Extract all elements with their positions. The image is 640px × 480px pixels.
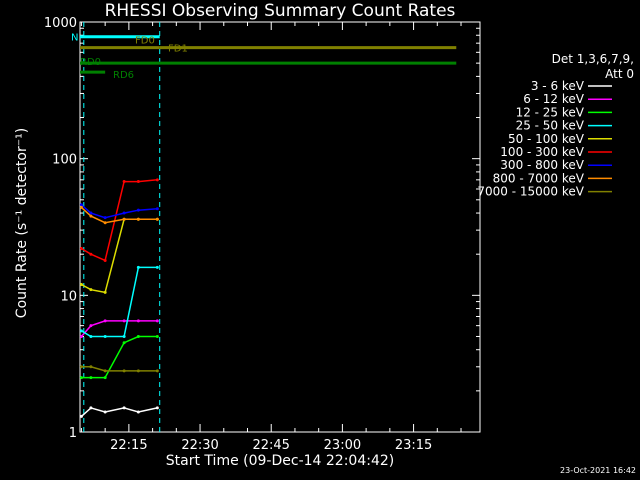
flag-label-rd0: RD0 bbox=[80, 57, 101, 68]
data-point bbox=[89, 365, 93, 369]
data-point bbox=[155, 265, 159, 269]
series-line-7 bbox=[80, 206, 158, 224]
data-point bbox=[89, 211, 93, 215]
data-point bbox=[122, 319, 126, 323]
series-line-4 bbox=[81, 218, 158, 294]
data-point bbox=[79, 414, 83, 418]
data-point bbox=[79, 376, 83, 380]
data-point bbox=[89, 214, 93, 218]
flag-label-rd6: RD6 bbox=[113, 70, 134, 81]
legend-label: 25 - 50 keV bbox=[516, 119, 585, 133]
legend-label: 300 - 800 keV bbox=[500, 158, 584, 172]
data-point bbox=[79, 365, 83, 369]
data-point bbox=[155, 207, 159, 211]
x-tick-label: 22:45 bbox=[252, 438, 289, 453]
data-point bbox=[136, 334, 140, 338]
data-point bbox=[122, 211, 126, 215]
data-point bbox=[103, 216, 107, 220]
data-point bbox=[103, 221, 107, 225]
data-point bbox=[136, 319, 140, 323]
data-point bbox=[103, 376, 107, 380]
series-line-1 bbox=[80, 320, 158, 337]
chart-title: RHESSI Observing Summary Count Rates bbox=[104, 1, 456, 21]
data-point bbox=[155, 406, 159, 410]
plot-frame bbox=[79, 21, 481, 433]
legend-label: 12 - 25 keV bbox=[516, 105, 585, 119]
data-point bbox=[89, 334, 93, 338]
x-tick-label: 23:15 bbox=[395, 438, 432, 453]
data-point bbox=[136, 410, 140, 414]
y-tick-label: 1 bbox=[69, 426, 77, 441]
y-tick-label: 1000 bbox=[44, 16, 77, 31]
series-line-0 bbox=[80, 407, 158, 417]
data-point bbox=[136, 180, 140, 184]
data-point bbox=[79, 329, 83, 333]
flag-label-fd1: FD1 bbox=[168, 44, 188, 55]
data-point bbox=[89, 406, 93, 410]
data-point bbox=[89, 288, 93, 292]
x-tick-label: 22:30 bbox=[181, 438, 218, 453]
legend-label: 800 - 7000 keV bbox=[493, 171, 585, 185]
series-line-8 bbox=[81, 366, 158, 372]
data-point bbox=[155, 178, 159, 182]
data-point bbox=[79, 205, 83, 209]
data-point bbox=[155, 217, 159, 221]
data-point bbox=[103, 290, 107, 294]
data-point bbox=[155, 319, 159, 323]
data-point bbox=[136, 265, 140, 269]
y-tick-label: 10 bbox=[60, 289, 77, 304]
data-point bbox=[89, 252, 93, 256]
legend-label: 50 - 100 keV bbox=[508, 132, 585, 146]
legend-header-line2: Att 0 bbox=[605, 67, 634, 81]
data-point bbox=[103, 319, 107, 323]
x-tick-label: 22:15 bbox=[110, 438, 147, 453]
data-point bbox=[155, 334, 159, 338]
data-point bbox=[103, 258, 107, 262]
data-point bbox=[122, 406, 126, 410]
x-tick-label: 23:00 bbox=[324, 438, 361, 453]
legend-label: 3 - 6 keV bbox=[531, 79, 585, 93]
series-line-6 bbox=[80, 204, 158, 219]
data-point bbox=[89, 376, 93, 380]
data-point bbox=[122, 217, 126, 221]
series-line-3 bbox=[81, 266, 158, 338]
data-point bbox=[103, 369, 107, 373]
data-point bbox=[122, 341, 126, 345]
flag-label-n: N bbox=[71, 33, 78, 44]
timestamp-footer: 23-Oct-2021 16:42 bbox=[560, 466, 636, 475]
data-point bbox=[79, 283, 83, 287]
legend-label: 7000 - 15000 keV bbox=[477, 185, 584, 199]
legend-label: 6 - 12 keV bbox=[523, 92, 585, 106]
data-point bbox=[79, 334, 83, 338]
data-point bbox=[122, 334, 126, 338]
data-point bbox=[136, 369, 140, 373]
y-tick-label: 100 bbox=[52, 153, 77, 168]
data-point bbox=[136, 217, 140, 221]
data-point bbox=[122, 180, 126, 184]
series-line-2 bbox=[81, 335, 158, 379]
data-point bbox=[136, 208, 140, 212]
data-point bbox=[155, 369, 159, 373]
data-point bbox=[89, 324, 93, 328]
flag-label-fd0: FD0 bbox=[135, 36, 155, 47]
x-axis-title: Start Time (09-Dec-14 22:04:42) bbox=[165, 453, 395, 469]
legend-label: 100 - 300 keV bbox=[500, 145, 584, 159]
data-point bbox=[79, 203, 83, 207]
data-point bbox=[122, 369, 126, 373]
y-axis-title: Count Rate (s⁻¹ detector⁻¹) bbox=[14, 127, 30, 319]
data-point bbox=[79, 247, 83, 251]
legend-header-line1: Det 1,3,6,7,9, bbox=[551, 52, 634, 66]
data-point bbox=[103, 334, 107, 338]
data-point bbox=[103, 410, 107, 414]
